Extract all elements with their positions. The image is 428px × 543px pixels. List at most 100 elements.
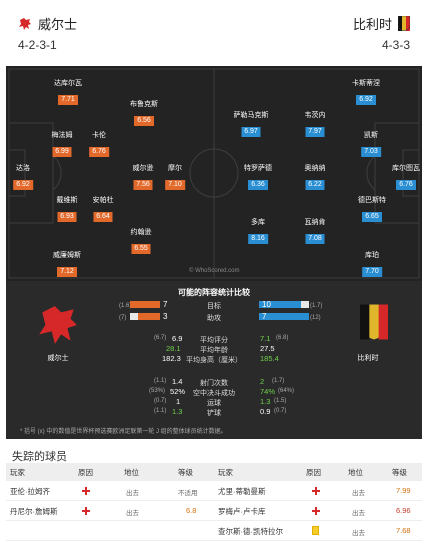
player-rating: 7.56: [133, 180, 153, 190]
goals-away-value: 10: [262, 300, 271, 309]
player-rating: 6.55: [131, 244, 151, 254]
aerial-away-value: 74%: [260, 387, 276, 396]
col-rating-away: 等级: [392, 468, 407, 477]
away-formation: 4-3-3: [381, 38, 410, 52]
home-player[interactable]: 达洛 6.92: [13, 164, 33, 191]
player-rating: 6.22: [305, 180, 325, 190]
missing-rating: 6.8: [186, 506, 197, 515]
tackles-label: 铲球: [207, 410, 221, 417]
away-player[interactable]: 瓦纳肯 7.08: [304, 219, 326, 244]
player-rating: 6.97: [241, 127, 261, 137]
assists-home-bar: [138, 313, 160, 320]
home-team-name: 威尔士: [38, 17, 78, 32]
player-rating: 7.71: [58, 95, 78, 105]
age-label: 平均年龄: [200, 347, 228, 354]
col-reason-away: 原因: [306, 468, 321, 477]
home-player[interactable]: 摩尔 7.10: [165, 164, 185, 191]
player-rating: 6.36: [248, 180, 268, 190]
missing-player-name[interactable]: 罗梅卢·卢卡库: [218, 507, 266, 516]
assists-home-value: 3: [163, 312, 168, 321]
dribbles-away-value: 1.3: [260, 397, 271, 406]
age-home-value: 28.1: [166, 344, 181, 353]
home-player[interactable]: 安帕杜 6.64: [92, 197, 114, 222]
table-row: 查尔斯·德·凯特拉尔 出去 7.68: [6, 521, 422, 541]
away-player[interactable]: 凯斯 7.03: [361, 131, 381, 158]
away-player[interactable]: 多库 8.16: [248, 218, 268, 245]
table-row: 亚伦·拉姆齐 出去 不适用 尤里·蒂勒曼斯 出去 7.99: [6, 481, 422, 501]
stats-footnote: * 括号 (x) 中的数值是世界杯预选赛欧洲足联第一轮 J 组的整体球员统计数据…: [20, 429, 227, 435]
away-player[interactable]: 库尔图瓦 6.76: [392, 165, 420, 190]
player-rating: 6.76: [89, 147, 109, 157]
goals-away-bar: [259, 301, 301, 308]
player-rating: 7.10: [165, 180, 185, 190]
missing-table-header: 玩家 原因 地位 等级 玩家 原因 地位 等级: [6, 463, 422, 481]
col-status-away: 地位: [348, 468, 363, 477]
match-header: 威尔士 4-2-3-1 比利时 4-3-3: [0, 0, 428, 66]
col-rating: 等级: [178, 468, 193, 477]
player-rating: 6.99: [52, 147, 72, 157]
home-formation: 4-2-3-1: [18, 38, 57, 52]
stats-away-team: 比利时: [357, 355, 379, 362]
missing-rating: 7.99: [396, 486, 411, 495]
player-rating: 6.76: [396, 180, 416, 190]
col-status: 地位: [124, 468, 139, 477]
stats-home-team: 威尔士: [47, 355, 69, 362]
missing-status: 出去: [352, 490, 365, 497]
home-player[interactable]: 卡伦 6.76: [89, 131, 109, 158]
shots-label: 射门次数: [200, 380, 228, 387]
missing-player-name[interactable]: 丹尼尔·詹姆斯: [10, 507, 58, 516]
player-rating: 6.92: [356, 95, 376, 105]
player-rating: 6.64: [93, 212, 113, 222]
player-rating: 6.65: [362, 212, 382, 222]
away-player[interactable]: 德巴斯特 6.65: [358, 197, 386, 222]
player-rating: 6.92: [13, 180, 33, 190]
away-player[interactable]: 卡斯蒂涅 6.92: [352, 80, 380, 105]
table-row: 丹尼尔·詹姆斯 出去 6.8 罗梅卢·卢卡库 出去 6.96: [6, 501, 422, 521]
goals-home-value: 7: [163, 300, 168, 309]
col-player-away: 玩家: [218, 468, 233, 477]
goals-label: 目标: [207, 303, 221, 310]
away-team[interactable]: 比利时: [353, 14, 410, 33]
home-player[interactable]: 戴维斯 6.93: [56, 197, 78, 222]
home-player[interactable]: 威尔逊 7.56: [132, 165, 154, 190]
player-rating: 7.12: [57, 267, 77, 277]
col-reason: 原因: [78, 468, 93, 477]
tackles-home-value: 1.3: [172, 407, 183, 416]
injury-icon: [82, 487, 90, 495]
wales-dragon-icon: [39, 306, 77, 344]
height-home-value: 182.3: [162, 354, 181, 363]
stats-title: 可能的阵容统计比较: [178, 288, 250, 297]
missing-player-name[interactable]: 尤里·蒂勒曼斯: [218, 487, 266, 496]
home-player[interactable]: 威廉姆斯 7.12: [53, 252, 81, 277]
home-player[interactable]: 布鲁克斯 6.56: [130, 101, 158, 126]
player-rating: 7.97: [305, 127, 325, 137]
tackles-away-value: 0.9: [260, 407, 271, 416]
home-team[interactable]: 威尔士: [18, 14, 77, 33]
away-player[interactable]: 库珀 7.70: [362, 251, 382, 278]
dribbles-home-value: 1: [176, 397, 181, 406]
home-player[interactable]: 达库尔瓦 7.71: [54, 80, 82, 105]
away-player[interactable]: 韦茨内 7.97: [304, 112, 326, 137]
assists-away-value: 7: [262, 312, 267, 321]
away-player[interactable]: 特罗萨德 6.36: [244, 165, 272, 190]
home-player[interactable]: 约翰逊 6.55: [130, 229, 152, 254]
missing-status: 出去: [352, 510, 365, 517]
missing-player-name[interactable]: 查尔斯·德·凯特拉尔: [218, 527, 283, 536]
col-player: 玩家: [10, 468, 25, 477]
player-rating: 7.70: [362, 267, 382, 277]
assists-away-bar: [259, 313, 309, 320]
assists-label: 助攻: [207, 315, 221, 322]
player-rating: 8.16: [248, 234, 268, 244]
rating-away-value: 7.1: [260, 334, 271, 343]
missing-players-title: 失踪的球员: [12, 451, 67, 463]
goals-home-bar: [130, 301, 160, 308]
missing-player-name[interactable]: 亚伦·拉姆齐: [10, 487, 50, 496]
height-away-value: 185.4: [260, 354, 279, 363]
home-player[interactable]: 梅法姆 6.99: [51, 132, 73, 157]
injury-icon: [82, 507, 90, 515]
away-player[interactable]: 奥纳纳 6.22: [304, 165, 326, 190]
away-player[interactable]: 萨勒马克斯 6.97: [233, 112, 269, 137]
missing-status: 出去: [352, 530, 365, 537]
missing-status: 出去: [126, 490, 139, 497]
injury-icon: [312, 507, 320, 515]
